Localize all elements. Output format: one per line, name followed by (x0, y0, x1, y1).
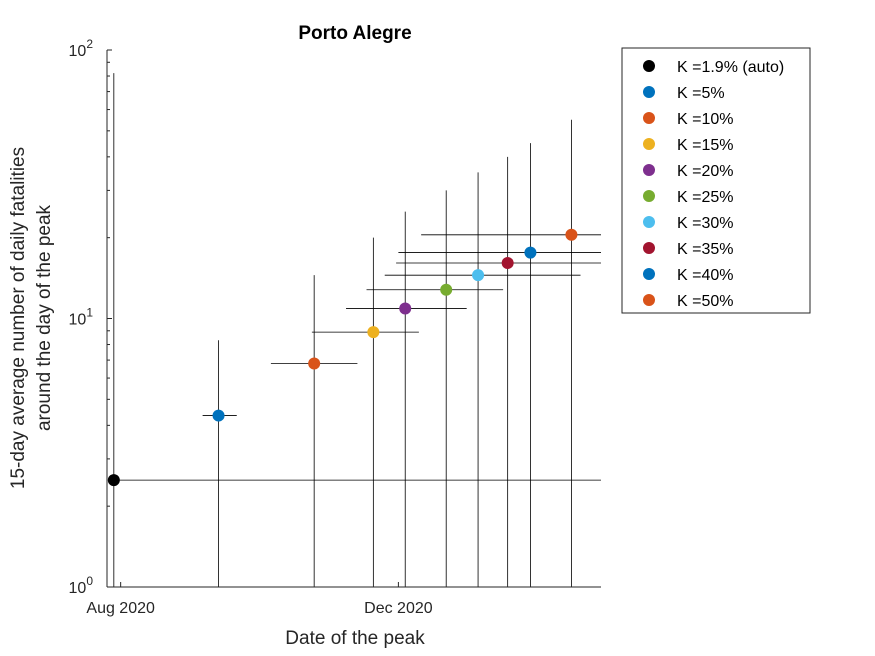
data-point (524, 246, 537, 259)
chart-title: Porto Alegre (298, 23, 411, 44)
data-point (472, 269, 485, 282)
legend-label: K =35% (677, 241, 733, 258)
x-tick-label: Aug 2020 (86, 600, 155, 617)
y-axis-title-line-1: 15-day average number of daily fatalitie… (8, 147, 29, 489)
axes: 100 101 102 Aug 2020 Dec 2020 (69, 37, 601, 617)
legend-label: K =15% (677, 137, 733, 154)
legend-label: K =20% (677, 163, 733, 180)
data-point (565, 228, 578, 241)
legend-label: K =40% (677, 267, 733, 284)
x-axis-title: Date of the peak (285, 628, 425, 649)
legend-label: K =5% (677, 85, 725, 102)
y-tick-label: 102 (69, 37, 94, 60)
legend-marker (643, 294, 655, 306)
y-axis-title-line-2: around the day of the peak (34, 204, 55, 431)
legend-label: K =50% (677, 293, 733, 310)
data-point (107, 474, 120, 487)
data-point (501, 256, 514, 269)
data-point (308, 357, 321, 370)
y-tick-label: 101 (69, 306, 94, 329)
legend-marker (643, 60, 655, 72)
legend: K =1.9% (auto) K =5% K =10% K =15% K =20% K =… (621, 47, 811, 314)
legend-label: K =10% (677, 111, 733, 128)
legend-marker (643, 138, 655, 150)
data-point (212, 409, 225, 422)
legend-marker (643, 164, 655, 176)
x-tick-label: Dec 2020 (364, 600, 433, 617)
legend-label: K =1.9% (auto) (677, 59, 784, 76)
y-tick-label: 100 (69, 574, 94, 597)
legend-marker (643, 242, 655, 254)
legend-marker (643, 268, 655, 280)
legend-marker (643, 216, 655, 228)
data-point (399, 302, 412, 315)
legend-label: K =25% (677, 189, 733, 206)
plot-area (107, 73, 601, 587)
legend-marker (643, 86, 655, 98)
data-point (440, 283, 453, 296)
legend-marker (643, 190, 655, 202)
legend-marker (643, 112, 655, 124)
legend-label: K =30% (677, 215, 733, 232)
data-point (367, 326, 380, 339)
